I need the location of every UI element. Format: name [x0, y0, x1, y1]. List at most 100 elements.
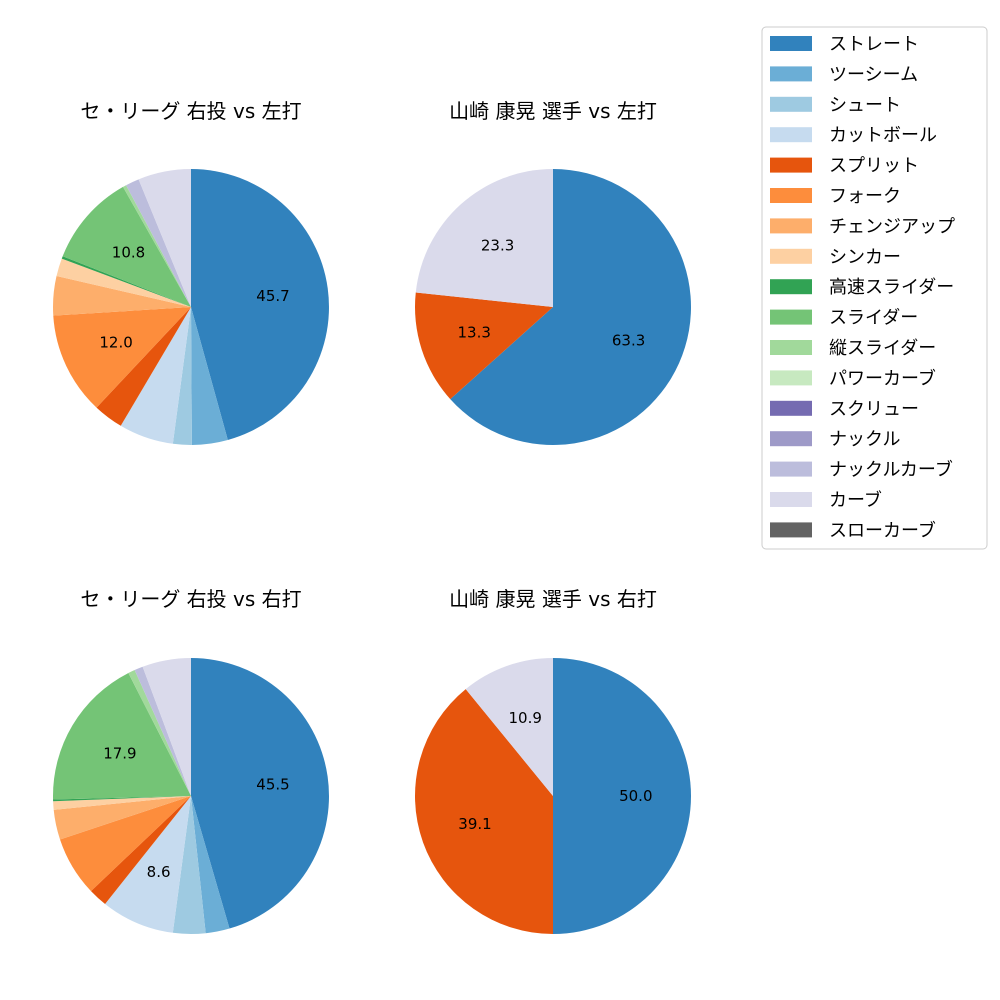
slice-value-label: 50.0 — [619, 787, 652, 805]
legend-label: シンカー — [829, 247, 901, 268]
pie-slice — [172, 796, 206, 934]
legend-item: 縦スライダー — [770, 338, 936, 359]
legend-swatch — [770, 188, 812, 203]
pie-slice — [138, 169, 191, 307]
slice-value-label: 63.3 — [612, 332, 645, 350]
legend-swatch — [770, 248, 812, 264]
legend-item: ナックル — [770, 429, 900, 450]
legend-swatch — [770, 431, 812, 447]
pie-slice — [52, 276, 191, 316]
legend-item: スクリュー — [770, 399, 919, 420]
legend-swatch — [770, 218, 812, 234]
pie-chart-1: セ・リーグ 右投 vs 左打 45.7 12.0 10.8 — [52, 99, 329, 446]
legend-label: チェンジアップ — [829, 216, 955, 237]
pie-slice — [126, 179, 191, 307]
pie-slice — [191, 169, 329, 440]
legend-label: シュート — [829, 95, 901, 116]
legend-swatch — [770, 127, 812, 143]
legend-swatch — [770, 461, 812, 477]
legend-swatch — [770, 340, 812, 355]
pie-slice — [61, 256, 192, 307]
legend-swatch — [770, 279, 812, 295]
slice-value-label: 45.7 — [256, 287, 289, 305]
legend-item: ナックルカーブ — [770, 459, 953, 481]
pie-slice — [172, 307, 192, 446]
pie-slice — [105, 796, 191, 933]
slice-value-label: 23.3 — [481, 237, 514, 255]
legend-swatch — [770, 309, 812, 325]
legend-item: カットボール — [770, 125, 937, 146]
legend-label: ナックルカーブ — [829, 459, 953, 481]
legend-item: カーブ — [770, 489, 882, 511]
pie-slice — [128, 670, 191, 796]
legend-swatch — [770, 157, 812, 173]
pie-slice — [53, 796, 191, 810]
slice-value-label: 39.1 — [458, 815, 491, 833]
pie-slice — [91, 796, 191, 904]
legend-swatch — [770, 522, 812, 538]
pie-slice — [52, 673, 191, 800]
slice-value-label: 10.9 — [508, 709, 541, 727]
legend-item: シンカー — [770, 247, 901, 268]
legend-swatch — [770, 96, 812, 112]
chart-title: セ・リーグ 右投 vs 左打 — [80, 99, 301, 123]
legend-item: ツーシーム — [770, 64, 918, 85]
chart-title: セ・リーグ 右投 vs 右打 — [80, 587, 301, 611]
legend-item: チェンジアップ — [770, 216, 955, 237]
pie-slice — [123, 185, 191, 307]
legend-label: スライダー — [829, 308, 918, 329]
legend-label: ツーシーム — [829, 64, 918, 85]
legend-label: スプリット — [829, 156, 919, 177]
legend-item: 高速スライダー — [770, 277, 954, 298]
legend-swatch — [770, 400, 812, 416]
legend-item: ストレート — [770, 34, 919, 55]
legend-label: スローカーブ — [829, 519, 936, 541]
pie-slice — [56, 258, 191, 307]
legend-swatch — [770, 66, 812, 82]
pie-slice — [191, 307, 228, 445]
legend-label: スクリュー — [829, 399, 919, 420]
legend-items: ストレートツーシームシュートカットボールスプリットフォークチェンジアップシンカー… — [770, 34, 955, 541]
slice-value-label: 13.3 — [457, 324, 490, 342]
slice-value-label: 17.9 — [103, 745, 136, 763]
pie-slice — [465, 658, 553, 796]
legend-swatch — [770, 370, 812, 386]
slice-value-label: 8.6 — [147, 863, 171, 881]
pie-slice — [53, 796, 191, 802]
legend-swatch — [770, 36, 812, 51]
legend-item: フォーク — [770, 186, 901, 207]
pie-slice — [553, 658, 691, 934]
slice-value-label: 10.8 — [112, 244, 145, 262]
pie-chart-2: 山崎 康晃 選手 vs 左打 63.3 13.3 23.3 — [415, 99, 691, 446]
pie-chart-4: 山崎 康晃 選手 vs 右打 50.0 39.1 10.9 — [415, 587, 691, 934]
legend-label: パワーカーブ — [829, 367, 936, 389]
legend-label: カットボール — [829, 125, 937, 146]
slice-value-label: 45.5 — [256, 775, 289, 793]
pie-slice — [142, 658, 191, 796]
pie-slice — [415, 292, 553, 400]
pie-slice — [415, 169, 553, 307]
pie-slice — [415, 689, 553, 934]
legend-swatch — [770, 492, 812, 507]
pie-slice — [450, 169, 691, 446]
legend: ストレートツーシームシュートカットボールスプリットフォークチェンジアップシンカー… — [761, 26, 988, 550]
legend-item: スライダー — [770, 308, 918, 329]
legend-item: シュート — [770, 95, 901, 116]
legend-item: パワーカーブ — [770, 367, 936, 389]
legend-frame — [761, 26, 988, 550]
legend-label: 高速スライダー — [829, 277, 954, 298]
legend-label: ナックル — [829, 429, 900, 450]
legend-label: 縦スライダー — [829, 338, 936, 359]
pie-slice — [60, 796, 191, 892]
pie-slice — [53, 796, 192, 840]
legend-label: カーブ — [829, 489, 882, 511]
legend-label: フォーク — [829, 186, 901, 207]
pie-slice — [134, 666, 191, 796]
pie-slice — [191, 796, 230, 934]
pie-slice — [53, 307, 191, 408]
slice-value-label: 12.0 — [99, 333, 132, 351]
chart-title: 山崎 康晃 選手 vs 左打 — [449, 99, 657, 123]
pie-charts: セ・リーグ 右投 vs 左打 45.7 12.0 10.8 山崎 康晃 選手 vs 左打… — [52, 99, 691, 934]
pie-slice — [120, 307, 191, 444]
